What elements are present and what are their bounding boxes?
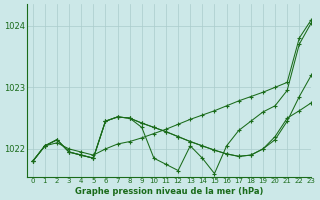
X-axis label: Graphe pression niveau de la mer (hPa): Graphe pression niveau de la mer (hPa) [75, 187, 263, 196]
